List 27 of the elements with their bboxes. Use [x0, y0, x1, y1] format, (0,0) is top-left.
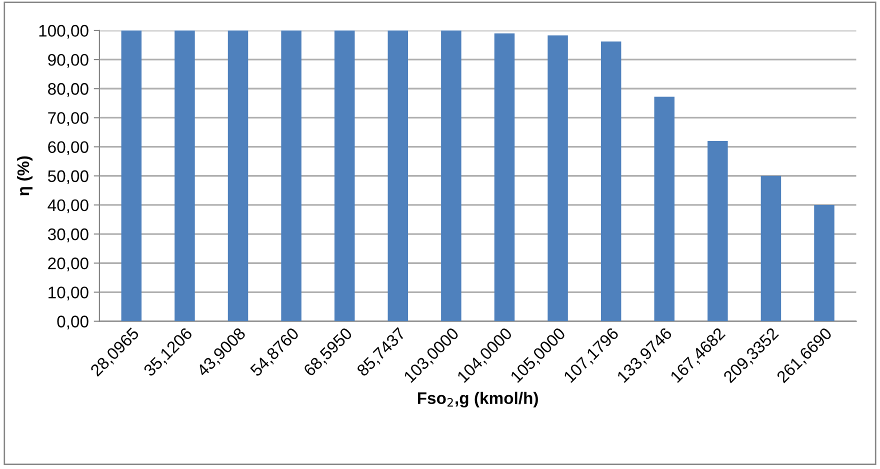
y-tick-label: 90,00: [48, 54, 88, 68]
y-tick-label: 20,00: [48, 258, 88, 272]
y-tick-label: 50,00: [48, 170, 88, 184]
bar: [494, 33, 515, 322]
bar: [441, 30, 462, 322]
bar: [388, 30, 408, 322]
y-tick-label: 100,00: [39, 24, 88, 39]
y-tick-label: 30,00: [48, 228, 88, 242]
y-tick-label: 10,00: [48, 286, 88, 300]
y-tick-label: 0,00: [57, 316, 88, 330]
bar: [760, 176, 782, 322]
y-tick-label: 60,00: [48, 141, 88, 155]
bar: [281, 30, 302, 322]
bar: [600, 42, 622, 322]
bar: [174, 30, 195, 322]
y-tick-label: 40,00: [48, 199, 88, 214]
bar: [654, 96, 674, 322]
y-tick-label: 80,00: [48, 83, 88, 97]
bar: [548, 35, 568, 322]
bar: [228, 30, 248, 322]
y-axis-title: η (%): [16, 156, 32, 196]
bar: [814, 204, 834, 322]
x-axis-title: Fso$_{2}$,g (kmol/h): [418, 392, 538, 408]
bar: [334, 30, 355, 322]
y-tick-label: 70,00: [48, 112, 88, 126]
bar: [708, 140, 728, 322]
bar: [121, 30, 142, 322]
